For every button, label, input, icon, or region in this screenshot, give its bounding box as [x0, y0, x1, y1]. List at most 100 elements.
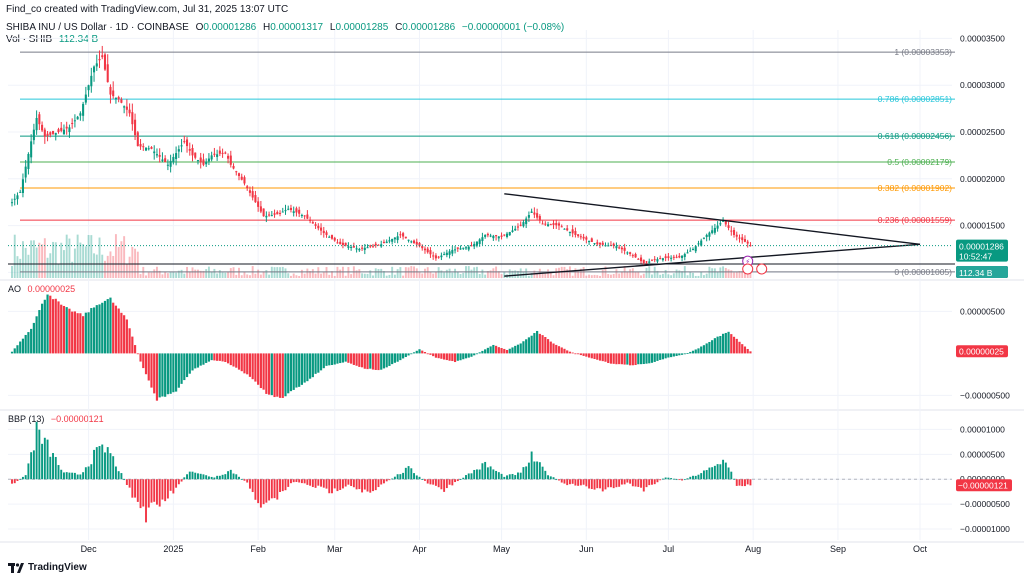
volume-bar: [599, 275, 601, 278]
volume-bar: [194, 269, 197, 278]
candle-body: [700, 240, 703, 246]
ao-bar: [147, 353, 150, 381]
volume-bar: [186, 266, 188, 278]
ao-bar: [697, 348, 700, 354]
ao-bar: [481, 350, 484, 354]
volume-bar: [90, 235, 93, 278]
volume-bar: [350, 274, 353, 278]
symbol-legend[interactable]: SHIBA INU / US Dollar · 1D · COINBASE O0…: [6, 22, 564, 33]
bbp-bar: [125, 479, 128, 485]
ao-bar: [303, 353, 306, 383]
volume-bar: [363, 273, 366, 278]
volume-badge-text: 112.34 B: [959, 268, 993, 278]
volume-bar: [84, 246, 87, 278]
volume-bar: [547, 269, 550, 278]
ao-bar: [54, 298, 57, 354]
bbp-bar: [708, 467, 711, 480]
ao-bar: [440, 353, 443, 359]
candle-body: [639, 257, 643, 262]
last-price-badge-text: 0.00001286: [959, 242, 1004, 252]
bbp-bar: [287, 479, 290, 487]
ao-bar: [377, 353, 380, 371]
bbp-bar: [404, 467, 407, 480]
candle-body: [251, 191, 254, 198]
bbp-bar: [544, 470, 547, 480]
volume-bar: [558, 267, 560, 278]
candle-body: [574, 231, 577, 235]
candle-body: [43, 129, 46, 137]
ao-bar: [49, 295, 52, 354]
ao-axis-label: 0.00000500: [960, 306, 1005, 316]
ao-bar: [582, 353, 585, 356]
ao-bar: [117, 308, 120, 354]
bbp-bar: [246, 479, 249, 483]
last-price-badge-text: 10:52:47: [959, 252, 992, 262]
bbp-bar: [117, 471, 120, 480]
candle-body: [661, 258, 664, 261]
candle-body: [590, 238, 593, 242]
candle-body: [131, 112, 134, 125]
volume-bar: [172, 271, 175, 278]
ao-bar: [700, 346, 703, 354]
bbp-bar: [317, 479, 320, 486]
volume-bar: [314, 273, 317, 278]
triangle-trendline: [504, 193, 921, 246]
volume-bar: [65, 234, 68, 278]
tradingview-brand[interactable]: TradingView: [8, 562, 87, 573]
bbp-bar: [484, 461, 487, 480]
bbp-bar: [21, 476, 24, 480]
ao-bar: [62, 305, 66, 354]
candle-body: [549, 224, 552, 226]
candle-body: [270, 215, 273, 217]
candle-body: [38, 114, 41, 125]
bbp-bar: [155, 479, 158, 505]
bbp-bar: [399, 474, 402, 480]
bbp-bar: [76, 474, 79, 480]
candle-body: [609, 245, 612, 247]
bbp-bar: [43, 437, 46, 480]
ao-bar: [166, 353, 169, 395]
symbol-title[interactable]: SHIBA INU / US Dollar · 1D · COINBASE: [6, 22, 189, 33]
candle-body: [582, 236, 585, 239]
ao-bar: [489, 346, 492, 354]
ao-bar: [46, 294, 49, 354]
bbp-bar: [443, 479, 446, 492]
volume-bar: [626, 271, 629, 278]
bbp-bar: [525, 466, 528, 480]
bbp-legend[interactable]: BBP (13) −0.00000121: [8, 414, 104, 424]
candle-body: [101, 55, 104, 58]
volume-bar: [147, 272, 150, 278]
candle-body: [577, 234, 580, 237]
fib-level-label: 0.236 (0.00001559): [878, 215, 952, 225]
price-axis-label: 0.00003500: [960, 33, 1005, 43]
volume-bar: [369, 270, 372, 278]
ao-bar: [516, 344, 520, 354]
bbp-bar: [393, 476, 396, 480]
ao-bar: [448, 353, 451, 361]
bbp-bar: [689, 476, 692, 480]
volume-bar: [41, 244, 44, 278]
volume-bar: [128, 256, 131, 278]
candle-body: [456, 247, 459, 249]
volume-bar: [13, 234, 16, 278]
ao-value-badge-text: 0.00000025: [959, 346, 1004, 356]
candle-body: [467, 246, 470, 250]
ao-legend[interactable]: AO 0.00000025: [8, 284, 75, 294]
bbp-bar: [426, 479, 429, 484]
volume-bar: [694, 275, 697, 278]
candle-body: [391, 238, 394, 242]
bbp-bar: [65, 472, 68, 480]
volume-bar: [402, 275, 405, 278]
volume-bar: [73, 248, 76, 278]
ao-bar: [552, 343, 555, 354]
volume-bar: [131, 246, 134, 278]
bbp-bar: [298, 479, 301, 483]
bbp-bar: [361, 479, 364, 493]
ao-bar: [309, 353, 312, 379]
candle-body: [519, 224, 522, 226]
ao-bar: [743, 346, 747, 354]
candle-body: [355, 248, 358, 250]
ao-bar: [711, 340, 714, 354]
volume-legend[interactable]: Vol · SHIB 112.34 B: [6, 34, 98, 45]
